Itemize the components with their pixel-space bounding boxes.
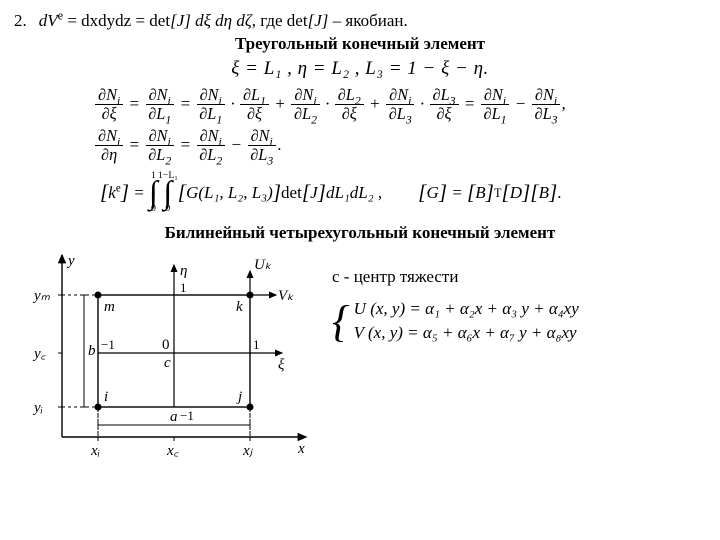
svg-text:y꜀: y꜀ — [32, 346, 47, 362]
svg-text:−1: −1 — [101, 337, 115, 352]
svg-text:−1: −1 — [180, 408, 194, 423]
v-eq: V (x, y) = α₅ + α₆x + α₇ y + α₈xy — [354, 323, 579, 343]
bilinear-row: y x yₘ y꜀ yᵢ xᵢ x꜀ xⱼ m k i j η ξ 0 c 1 −1 1 −1 Uₖ Vₖ a b c - ц… — [14, 249, 706, 469]
svg-text:x꜀: x꜀ — [166, 443, 180, 459]
uv-equations: { U (x, y) = α₁ + α₂x + α₃ y + α₄xy V (x… — [332, 299, 579, 343]
centroid-note: c - центр тяжести — [332, 267, 579, 287]
ke-integral: [ke] = 1∫0 1−L₁∫0 [G(L₁, L₂, L₃)]det[J]d… — [14, 172, 706, 214]
svg-text:j: j — [236, 389, 242, 405]
svg-text:b: b — [88, 343, 96, 359]
svg-text:Uₖ: Uₖ — [254, 257, 272, 273]
dv-text: , где det[J] – якобиан. — [252, 11, 408, 31]
u-eq: U (x, y) = α₁ + α₂x + α₃ y + α₄xy — [354, 299, 579, 319]
svg-text:1: 1 — [253, 337, 260, 352]
svg-text:k: k — [236, 299, 243, 315]
svg-text:yₘ: yₘ — [32, 288, 51, 304]
svg-text:a: a — [170, 409, 178, 425]
svg-text:Vₖ: Vₖ — [278, 288, 294, 304]
svg-text:i: i — [104, 389, 108, 405]
svg-text:c: c — [164, 355, 171, 371]
item-number: 2. — [14, 11, 27, 31]
equation-dv: 2. dVe = dxdydz = det[J] dξ dη dζ , где … — [14, 11, 706, 31]
svg-text:y: y — [66, 253, 75, 269]
svg-text:xᵢ: xᵢ — [90, 443, 100, 459]
svg-text:yᵢ: yᵢ — [32, 400, 43, 416]
svg-text:0: 0 — [162, 337, 170, 353]
heading-triangular: Треугольный конечный элемент — [14, 34, 706, 54]
heading-bilinear: Билинейный четырехугольный конечный элем… — [14, 223, 706, 243]
svg-text:x: x — [297, 441, 305, 457]
svg-text:xⱼ: xⱼ — [242, 443, 254, 459]
svg-text:m: m — [104, 299, 115, 315]
quad-diagram: y x yₘ y꜀ yᵢ xᵢ x꜀ xⱼ m k i j η ξ 0 c 1 −1 1 −1 Uₖ Vₖ a b — [14, 249, 314, 469]
tri-deriv-xi: ∂Ni∂ξ = ∂Ni∂L1 = ∂Ni∂L1 · ∂L1∂ξ + ∂Ni∂L2… — [14, 86, 706, 123]
svg-text:ξ: ξ — [278, 357, 285, 373]
tri-coords: ξ = L₁ , η = L₂ , L₃ = 1 − ξ − η. — [14, 58, 706, 80]
svg-text:1: 1 — [180, 280, 187, 295]
svg-text:η: η — [180, 263, 187, 279]
dv-lhs: dVe = dxdydz = det[J] dξ dη dζ — [39, 11, 252, 31]
tri-deriv-eta: ∂Ni∂η = ∂Ni∂L2 = ∂Ni∂L2 − ∂Ni∂L3 . — [14, 127, 706, 164]
